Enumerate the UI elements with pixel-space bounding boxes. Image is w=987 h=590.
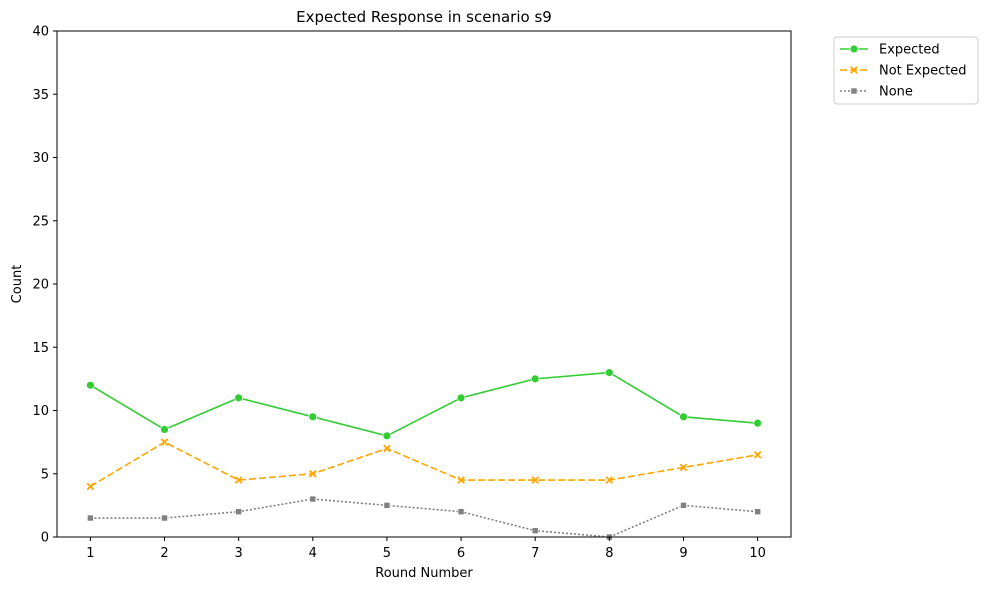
legend-marker-not-expected [850,66,858,74]
y-tick-label: 35 [32,88,49,103]
data-point-none [235,508,242,516]
x-tick-label: 1 [86,546,94,561]
y-tick-label: 15 [32,341,49,356]
x-tick-label: 2 [160,546,168,561]
data-point-expected [382,431,392,441]
data-point-none [87,514,94,522]
data-point-expected [160,425,169,434]
x-tick-label: 9 [679,546,687,561]
data-point-expected [679,412,688,422]
data-point-none [531,527,539,534]
legend-label-expected: Expected [879,43,940,58]
plot-frame [56,30,792,538]
legend-label-none: None [879,85,913,100]
x-axis-label: Round Number [375,566,473,581]
y-tick-label: 5 [41,467,49,482]
data-point-expected [234,393,244,403]
data-point-not-expected [308,469,317,478]
series-line-expected [89,371,758,437]
y-axis-label: Count [10,265,25,304]
data-point-not-expected [86,482,95,491]
data-point-expected [308,412,318,422]
data-point-not-expected [605,476,614,484]
legend-marker-none [850,87,858,95]
series-line-none [90,498,758,538]
x-tick-label: 6 [457,546,465,561]
series-line-not-expected [89,441,758,488]
x-tick-label: 7 [531,546,539,561]
data-point-none [680,502,687,509]
legend: Expected Not Expected None [833,36,979,105]
x-tick-label: 4 [309,546,317,561]
data-point-not-expected [383,444,391,453]
data-point-not-expected [753,450,762,459]
x-tick-label: 3 [235,546,243,561]
data-point-none [457,508,465,516]
legend-marker-expected [849,44,859,54]
data-point-none [383,502,391,509]
data-point-expected [456,393,466,403]
y-tick-label: 10 [32,404,49,419]
y-tick-label: 40 [32,25,49,40]
y-axis: 0 5 10 15 20 25 30 35 40 [32,25,57,546]
x-tick-label: 10 [749,546,766,561]
x-axis: 1 2 3 4 5 6 7 8 9 10 [86,537,766,561]
data-point-none [309,495,317,503]
data-point-not-expected [160,438,169,446]
x-tick-label: 8 [605,546,613,561]
y-tick-label: 20 [32,278,49,293]
data-point-expected [753,418,763,428]
data-point-expected [530,374,540,384]
data-point-not-expected [457,476,465,484]
data-point-none [754,508,761,516]
data-point-not-expected [679,463,688,472]
data-point-none [161,514,168,522]
data-point-expected [85,380,95,390]
legend-frame [833,36,979,105]
data-point-not-expected [234,476,243,484]
y-tick-label: 30 [32,151,49,166]
data-point-expected [604,368,614,377]
y-tick-label: 0 [41,531,49,546]
data-point-not-expected [531,476,540,484]
x-tick-label: 5 [383,546,391,561]
plot-area [85,368,763,541]
y-tick-label: 25 [32,214,49,229]
chart-title: Expected Response in scenario s9 [296,8,552,26]
legend-label-not-expected: Not Expected [879,64,967,79]
